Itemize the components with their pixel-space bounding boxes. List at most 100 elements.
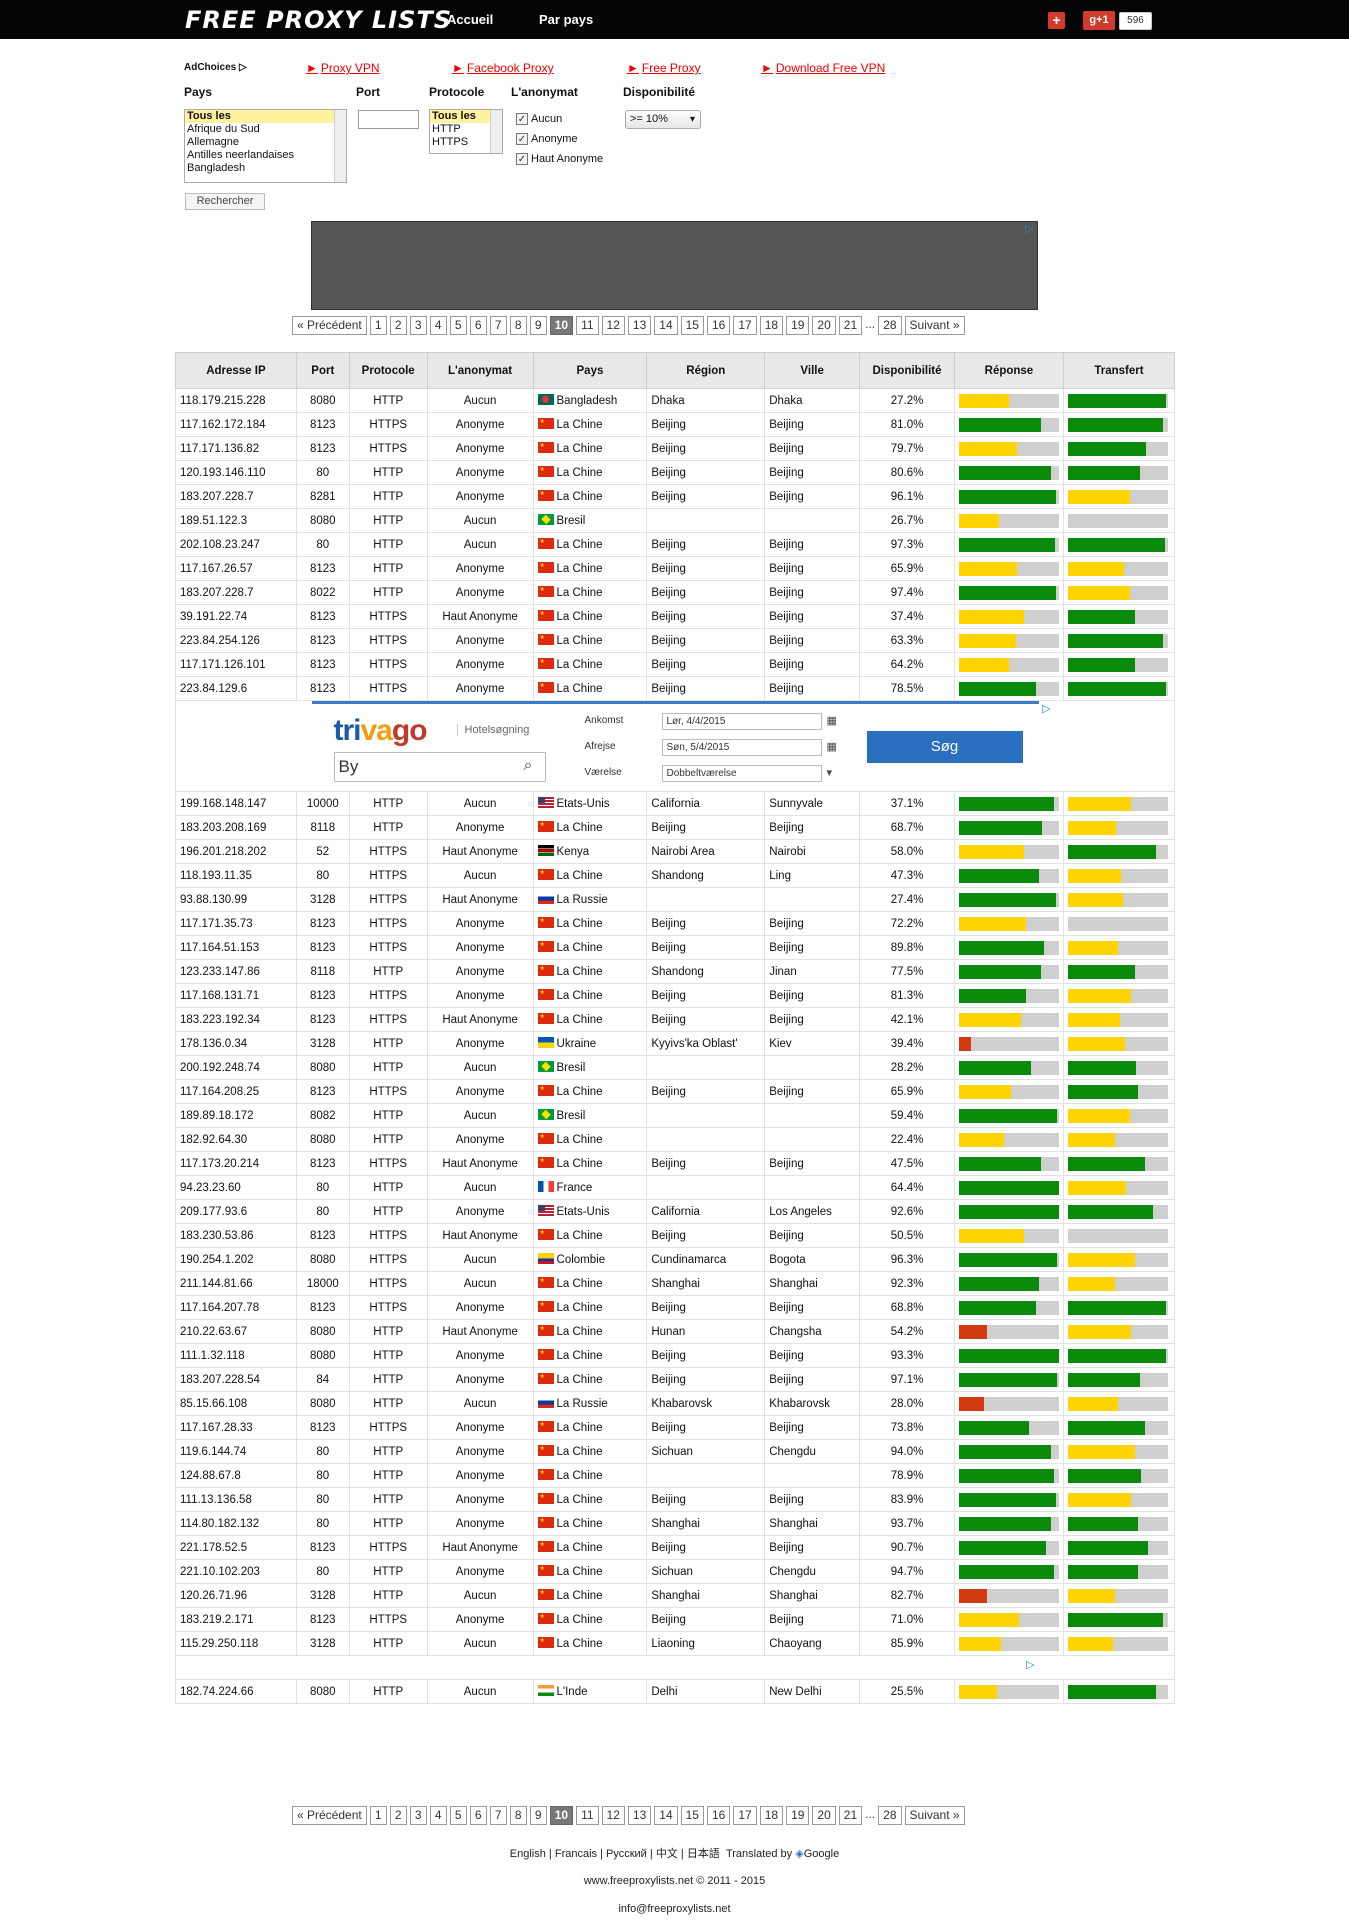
- ip-cell[interactable]: 200.192.248.74: [175, 1055, 297, 1080]
- ip-cell[interactable]: 223.84.129.6: [175, 676, 297, 701]
- check-icon[interactable]: ✓: [516, 113, 528, 126]
- ip-cell[interactable]: 94.23.23.60: [175, 1175, 297, 1200]
- page-19-link[interactable]: 19: [786, 316, 810, 335]
- ad-banner[interactable]: [311, 221, 1038, 310]
- scrollbar[interactable]: [490, 110, 502, 153]
- calendar-icon[interactable]: ▦: [826, 715, 837, 727]
- page-11-link[interactable]: 11: [576, 1806, 599, 1825]
- ip-cell[interactable]: 211.144.81.66: [175, 1271, 297, 1296]
- ad-info-icon[interactable]: ▷: [1042, 703, 1051, 715]
- next-page-button[interactable]: Suivant »: [904, 316, 965, 335]
- nav-accueil[interactable]: Accueil: [447, 12, 494, 27]
- protocole-option[interactable]: HTTP: [432, 123, 461, 135]
- checkbox-anonyme[interactable]: ✓ Anonyme: [516, 133, 578, 146]
- page-21-link[interactable]: 21: [838, 316, 863, 335]
- pays-option[interactable]: Tous les: [185, 110, 346, 123]
- check-icon[interactable]: ✓: [516, 133, 528, 146]
- lang-english[interactable]: English: [509, 1848, 546, 1860]
- ip-cell[interactable]: 223.84.254.126: [175, 628, 297, 653]
- ip-cell[interactable]: 117.164.207.78: [175, 1295, 297, 1320]
- protocole-option[interactable]: Tous les: [430, 110, 502, 123]
- page-6-link[interactable]: 6: [469, 1806, 487, 1825]
- page-6-link[interactable]: 6: [469, 316, 487, 335]
- ip-cell[interactable]: 117.164.208.25: [175, 1079, 297, 1104]
- ip-cell[interactable]: 39.191.22.74: [175, 604, 297, 629]
- pays-option[interactable]: Bangladesh: [187, 162, 246, 174]
- port-input[interactable]: [358, 110, 419, 129]
- search-button[interactable]: Rechercher: [185, 193, 265, 210]
- ip-cell[interactable]: 209.177.93.6: [175, 1199, 297, 1224]
- city-input[interactable]: By: [333, 752, 546, 782]
- ip-cell[interactable]: 120.26.71.96: [175, 1583, 297, 1608]
- disponibilite-select[interactable]: >= 10% ▾: [625, 110, 701, 129]
- lang-japanese[interactable]: 日本語: [686, 1848, 720, 1860]
- lang-chinese[interactable]: 中文: [655, 1848, 678, 1860]
- page-8-link[interactable]: 8: [509, 1806, 527, 1825]
- page-2-link[interactable]: 2: [389, 1806, 407, 1825]
- ankomst-field[interactable]: Lør, 4/4/2015: [661, 713, 822, 730]
- page-13-link[interactable]: 13: [627, 1806, 652, 1825]
- ip-cell[interactable]: 117.171.126.101: [175, 652, 297, 677]
- ip-cell[interactable]: 123.233.147.86: [175, 959, 297, 984]
- page-15-link[interactable]: 15: [680, 316, 704, 335]
- ip-cell[interactable]: 199.168.148.147: [175, 791, 297, 816]
- ip-cell[interactable]: 202.108.23.247: [175, 532, 297, 557]
- page-7-link[interactable]: 7: [489, 316, 507, 335]
- protocole-listbox[interactable]: Tous les HTTP HTTPS: [429, 109, 503, 154]
- ip-cell[interactable]: 115.29.250.118: [175, 1631, 297, 1656]
- scrollbar[interactable]: [334, 110, 346, 182]
- page-9-link[interactable]: 9: [529, 316, 547, 335]
- google-plus-button[interactable]: g+1: [1083, 11, 1115, 30]
- google-link[interactable]: Google: [803, 1848, 840, 1860]
- page-17-link[interactable]: 17: [733, 1806, 757, 1825]
- ip-cell[interactable]: 111.13.136.58: [175, 1487, 297, 1512]
- checkbox-haut-anonyme[interactable]: ✓ Haut Anonyme: [516, 153, 604, 166]
- ad-link-facebook-proxy[interactable]: ► Facebook Proxy: [452, 61, 554, 75]
- ad-link-free-proxy[interactable]: ► Free Proxy: [627, 61, 701, 75]
- pays-option[interactable]: Antilles neerlandaises: [187, 149, 295, 161]
- contact-email[interactable]: info@freeproxylists.net: [618, 1903, 731, 1915]
- page-7-link[interactable]: 7: [489, 1806, 507, 1825]
- adchoices-label[interactable]: AdChoices ▷: [184, 62, 247, 73]
- page-14-link[interactable]: 14: [654, 1806, 678, 1825]
- page-11-link[interactable]: 11: [576, 316, 599, 335]
- page-16-link[interactable]: 16: [706, 1806, 731, 1825]
- page-21-link[interactable]: 21: [838, 1806, 863, 1825]
- page-18-link[interactable]: 18: [759, 316, 784, 335]
- ip-cell[interactable]: 117.173.20.214: [175, 1151, 297, 1176]
- ip-cell[interactable]: 119.6.144.74: [175, 1439, 297, 1464]
- ip-cell[interactable]: 190.254.1.202: [175, 1247, 297, 1272]
- ip-cell[interactable]: 118.179.215.228: [175, 388, 297, 413]
- ip-cell[interactable]: 183.230.53.86: [175, 1223, 297, 1248]
- trivago-logo[interactable]: trivago: [334, 714, 428, 748]
- page-15-link[interactable]: 15: [680, 1806, 704, 1825]
- ip-cell[interactable]: 117.168.131.71: [175, 983, 297, 1008]
- ip-cell[interactable]: 183.207.228.54: [175, 1367, 297, 1392]
- page-18-link[interactable]: 18: [759, 1806, 784, 1825]
- chevron-down-icon[interactable]: ▾: [826, 767, 833, 779]
- pays-option[interactable]: Afrique du Sud: [187, 123, 260, 135]
- site-logo[interactable]: FREE PROXY LISTS: [185, 6, 453, 34]
- page-5-link[interactable]: 5: [449, 1806, 467, 1825]
- ip-cell[interactable]: 178.136.0.34: [175, 1031, 297, 1056]
- plus-icon[interactable]: +: [1048, 12, 1065, 29]
- lang-francais[interactable]: Francais: [554, 1848, 598, 1860]
- ip-cell[interactable]: 183.207.228.7: [175, 484, 297, 509]
- page-3-link[interactable]: 3: [409, 1806, 427, 1825]
- ip-cell[interactable]: 221.178.52.5: [175, 1535, 297, 1560]
- ip-cell[interactable]: 183.219.2.171: [175, 1607, 297, 1632]
- ip-cell[interactable]: 117.171.35.73: [175, 911, 297, 936]
- page-9-link[interactable]: 9: [529, 1806, 547, 1825]
- page-20-link[interactable]: 20: [812, 1806, 836, 1825]
- page-2-link[interactable]: 2: [389, 316, 407, 335]
- ip-cell[interactable]: 196.201.218.202: [175, 839, 297, 864]
- nav-par-pays[interactable]: Par pays: [539, 12, 594, 27]
- page-12-link[interactable]: 12: [601, 316, 625, 335]
- check-icon[interactable]: ✓: [516, 153, 528, 166]
- ip-cell[interactable]: 183.207.228.7: [175, 580, 297, 605]
- next-page-button[interactable]: Suivant »: [904, 1806, 965, 1825]
- protocole-option[interactable]: HTTPS: [432, 136, 469, 148]
- checkbox-aucun[interactable]: ✓ Aucun: [516, 113, 563, 126]
- ip-cell[interactable]: 93.88.130.99: [175, 887, 297, 912]
- page-5-link[interactable]: 5: [449, 316, 467, 335]
